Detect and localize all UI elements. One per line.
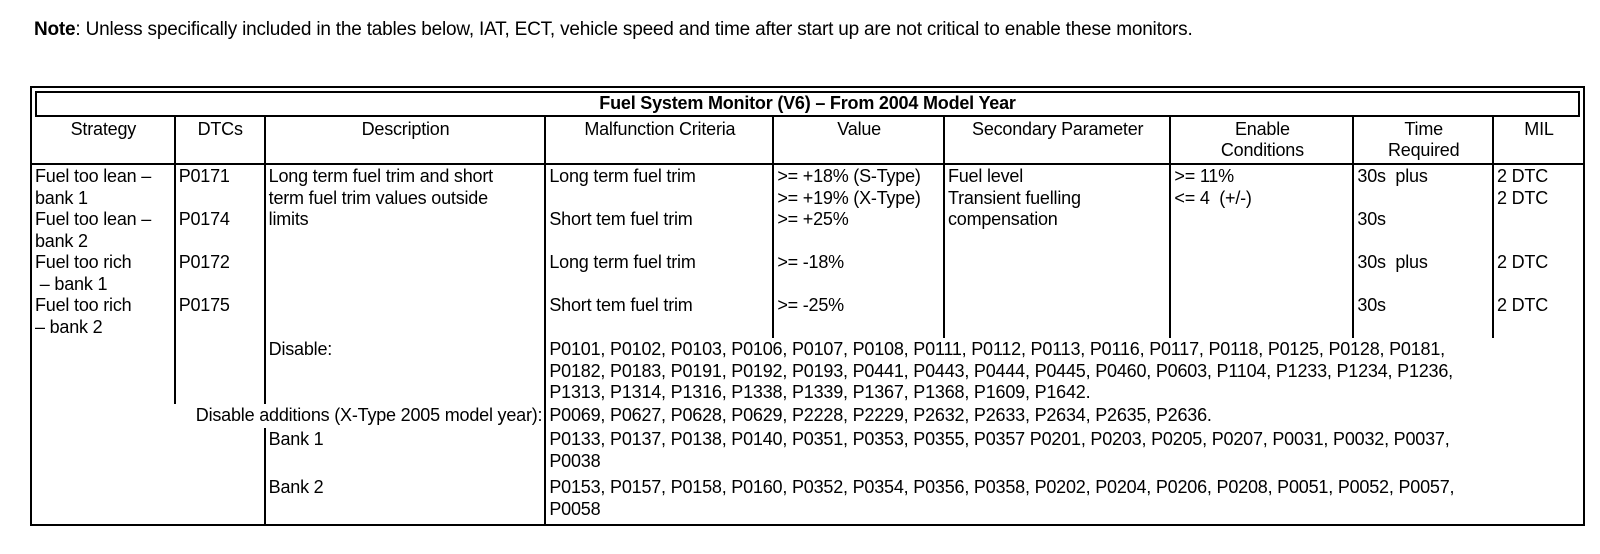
col-header-enable-conditions: Enable Conditions xyxy=(1169,117,1354,165)
bank2-row: Bank 2 P0153, P0157, P0158, P0160, P0352… xyxy=(32,476,1583,524)
cell-value: >= +18% (S-Type) >= +19% (X-Type) >= +25% … xyxy=(772,164,944,338)
col-header-description: Description xyxy=(263,117,546,165)
disable-row: Disable: P0101, P0102, P0103, P0106, P01… xyxy=(32,338,1583,404)
note-label: Note xyxy=(34,19,76,40)
bank1-codes-cell: P0133, P0137, P0138, P0140, P0351, P0353… xyxy=(544,428,1583,476)
bank1-label-cell: Bank 1 xyxy=(263,428,546,476)
col-header-time-required: Time Required xyxy=(1352,117,1493,165)
disable-codes-cell: P0101, P0102, P0103, P0106, P0107, P0108… xyxy=(544,338,1583,404)
col-header-strategy: Strategy xyxy=(32,117,175,165)
col-header-value: Value xyxy=(772,117,944,165)
bank2-label-cell: Bank 2 xyxy=(263,476,546,524)
disable-additions-label-cell: Disable additions (X-Type 2005 model yea… xyxy=(195,405,543,425)
strategy-data-row: Fuel too lean – bank 1 Fuel too lean – bank… xyxy=(32,164,1583,338)
disable-additions-row: Disable additions (X-Type 2005 model yea… xyxy=(32,404,1583,428)
col-header-dtcs: DTCs xyxy=(173,117,265,165)
monitor-grid: Strategy DTCs Description Malfunction Cr… xyxy=(32,117,1583,524)
cell-secondary-parameter: Fuel level Transient fuelling compensation xyxy=(942,164,1171,338)
cell-empty-left-bank1 xyxy=(32,428,265,476)
cell-time-required: 30s plus 30s 30s plus 30s xyxy=(1352,164,1493,338)
cell-empty-dtcs xyxy=(173,338,265,404)
disable-label-cell: Disable: xyxy=(263,338,546,404)
cell-empty-strategy xyxy=(32,338,175,404)
fuel-system-monitor-table: Fuel System Monitor (V6) – From 2004 Mod… xyxy=(30,86,1585,526)
header-row: Strategy DTCs Description Malfunction Cr… xyxy=(32,117,1583,165)
col-header-secondary-parameter: Secondary Parameter xyxy=(942,117,1171,165)
cell-enable-conditions: >= 11% <= 4 (+/-) xyxy=(1169,164,1354,338)
col-header-malfunction-criteria: Malfunction Criteria xyxy=(544,117,774,165)
cell-malfunction-criteria: Long term fuel trim Short tem fuel trim … xyxy=(544,164,774,338)
bank2-codes-cell: P0153, P0157, P0158, P0160, P0352, P0354… xyxy=(544,476,1583,524)
bank1-row: Bank 1 P0133, P0137, P0138, P0140, P0351… xyxy=(32,428,1583,476)
cell-description: Long term fuel trim and short term fuel t… xyxy=(263,164,546,338)
note: Note: Unless specifically included in th… xyxy=(34,17,1585,43)
col-header-mil: MIL xyxy=(1491,117,1583,165)
disable-additions-codes-cell: P0069, P0627, P0628, P0629, P2228, P2229… xyxy=(544,404,1583,428)
cell-dtcs: P0171 P0174 P0172 P0175 xyxy=(173,164,265,338)
table-title: Fuel System Monitor (V6) – From 2004 Mod… xyxy=(35,91,1580,117)
cell-strategy: Fuel too lean – bank 1 Fuel too lean – bank… xyxy=(35,166,152,337)
cell-mil: 2 DTC 2 DTC 2 DTC 2 DTC xyxy=(1491,164,1583,338)
cell-empty-left-bank2 xyxy=(32,476,265,524)
note-text: : Unless specifically included in the ta… xyxy=(75,19,1193,40)
